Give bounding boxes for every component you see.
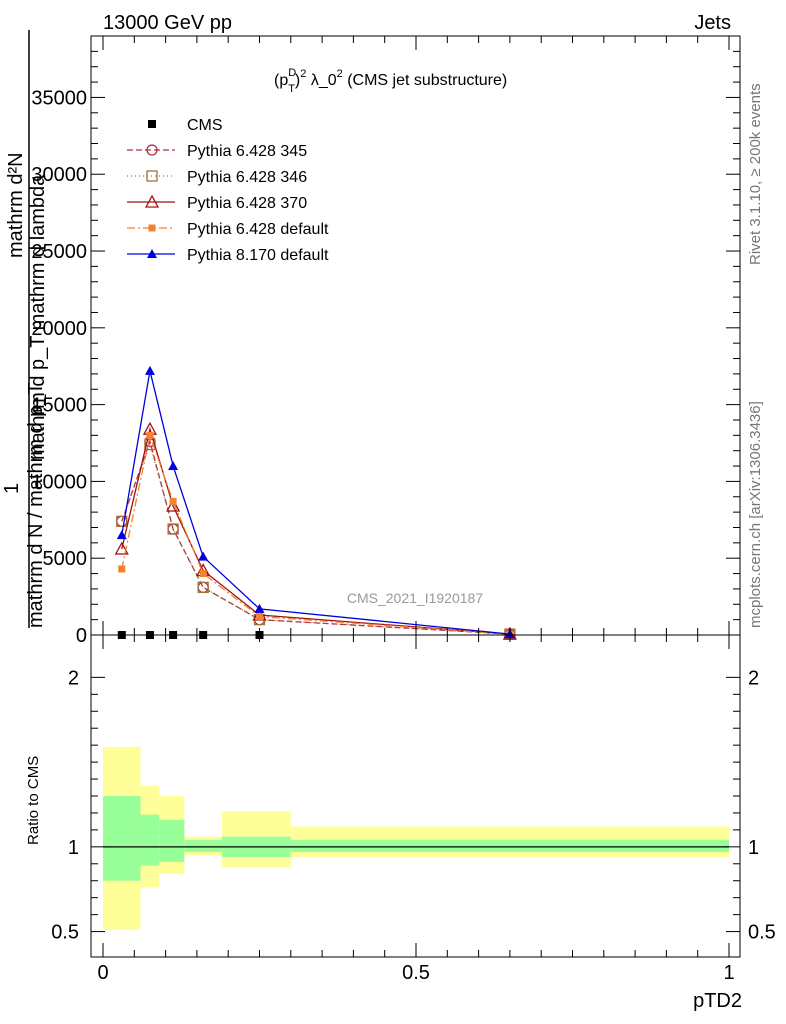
- data-point: [146, 431, 154, 439]
- header-right: Jets: [694, 12, 731, 34]
- title-tail: (CMS jet substructure): [343, 72, 507, 89]
- data-point: [148, 224, 156, 232]
- data-point: [146, 170, 158, 182]
- data-point: [256, 613, 263, 621]
- ratio-y-tick-label: 1: [68, 837, 79, 859]
- main-y-tick-label: 5000: [43, 548, 88, 570]
- x-tick-label: 1: [723, 962, 734, 984]
- data-point: [116, 515, 128, 527]
- data-point: [167, 523, 179, 535]
- ylabel-prefix: 1: [1, 483, 23, 494]
- ratio-green-band: [140, 814, 160, 866]
- series-1: [116, 435, 516, 640]
- data-point: [118, 565, 126, 573]
- chart-title: (pD T)2 λ_02 (CMS jet substructure): [274, 67, 507, 95]
- ratio-y-label: Ratio to CMS: [25, 756, 42, 845]
- main-y-tick-label: 30000: [31, 164, 87, 186]
- ratio-y-tick-label-right: 2: [748, 667, 759, 689]
- data-point: [116, 530, 127, 540]
- title-base: (p: [274, 72, 288, 89]
- data-point: [148, 120, 156, 128]
- main-y-tick-label: 0: [76, 625, 87, 647]
- legend-label: Pythia 6.428 default: [187, 221, 329, 238]
- svg-text:(pDT)2 λ_02 (CMS jet substruct: (pD T)2 λ_02 (CMS jet substructure): [274, 67, 507, 95]
- ratio-green-band: [159, 819, 185, 863]
- main-y-tick-label: 10000: [31, 471, 87, 493]
- title-sup: D: [288, 67, 296, 79]
- series-line: [121, 439, 510, 635]
- legend-label: Pythia 6.428 346: [187, 169, 307, 186]
- ratio-panel: 0.5 0.51 12 2 0 0.5 1 Ratio to CMS pTD2: [25, 634, 776, 1012]
- main-x-ticks: [102, 36, 730, 635]
- legend-label: Pythia 6.428 370: [187, 195, 307, 212]
- data-point: [169, 497, 177, 505]
- ylabel-numerator-2: mathrm d p_T mathrm d lambda: [27, 174, 49, 460]
- ratio-green-band: [103, 796, 141, 881]
- title-rest: λ_0: [306, 72, 336, 89]
- title-pow: 2: [300, 68, 306, 80]
- legend-label: CMS: [187, 117, 223, 134]
- main-y-label: mathrm d²N mathrm d p_T mathrm d lambda …: [1, 30, 49, 628]
- main-y-tick-label: 15000: [31, 395, 87, 417]
- ratio-y-tick-label-right: 1: [748, 837, 759, 859]
- title-sub: T: [288, 83, 295, 95]
- title-close: ): [295, 72, 300, 89]
- legend-entry: Pythia 6.428 346: [127, 169, 307, 186]
- series-3: [114, 421, 517, 640]
- x-tick-label: 0: [97, 962, 108, 984]
- legend-label: Pythia 8.170 default: [187, 247, 329, 264]
- ratio-y-ticks: 0.5 0.5 1 1 2 2: [51, 667, 776, 943]
- data-point: [147, 249, 157, 258]
- ratio-y-tick-label-right: 0.5: [748, 922, 776, 944]
- legend-entry: CMS: [148, 117, 223, 134]
- main-panel: 0 5000 10000 15000 20000 25000 30000 35000 CMS_…: [1, 30, 741, 647]
- legend-label: Pythia 6.428 345: [187, 143, 307, 160]
- ratio-green-band: [290, 840, 729, 852]
- mcplots-label: mcplots.cern.ch [arXiv:1306.3436]: [747, 401, 764, 628]
- legend-entry: Pythia 6.428 370: [127, 194, 307, 212]
- header-left: 13000 GeV pp: [103, 12, 232, 34]
- series-5: [116, 365, 515, 639]
- ratio-bands: [103, 746, 729, 930]
- ylabel-numerator: mathrm d²N: [5, 152, 27, 258]
- watermark: CMS_2021_I1920187: [347, 590, 483, 606]
- ratio-x-ticks: 0 0.5 1: [97, 635, 735, 984]
- data-point: [168, 461, 179, 471]
- series-line: [121, 370, 510, 635]
- main-y-tick-label: 20000: [31, 318, 87, 340]
- main-y-ticks: 0 5000 10000 15000 20000 25000 30000 35000: [31, 35, 740, 647]
- ratio-green-band: [184, 840, 222, 852]
- legend-entry: Pythia 6.428 345: [127, 143, 307, 160]
- legend-entry: Pythia 6.428 default: [127, 221, 329, 238]
- ratio-y-tick-label: 0.5: [51, 922, 79, 944]
- x-axis-label: pTD2: [693, 990, 742, 1012]
- data-point: [144, 194, 160, 208]
- main-y-tick-label: 25000: [31, 241, 87, 263]
- main-series-group: [114, 365, 517, 640]
- data-point: [254, 603, 265, 613]
- series-line: [121, 432, 510, 635]
- data-point: [197, 581, 209, 594]
- legend: CMS Pythia 6.428 345 Pythia 6.428 346 Pythi…: [127, 117, 329, 264]
- title-rest-pow: 2: [337, 68, 343, 80]
- series-4: [118, 431, 514, 638]
- data-point: [146, 144, 158, 156]
- data-point: [114, 541, 129, 555]
- ylabel-denominator: mathrm d N / mathrm d p_T: [25, 382, 47, 628]
- data-point: [198, 551, 209, 561]
- data-point: [166, 498, 181, 512]
- data-point: [144, 365, 155, 375]
- data-point: [199, 570, 207, 578]
- rivet-label: Rivet 3.1.10, ≥ 200k events: [747, 83, 764, 265]
- legend-entry: Pythia 8.170 default: [127, 247, 329, 264]
- ratio-y-tick-label: 2: [68, 667, 79, 689]
- x-tick-label: 0.5: [402, 962, 430, 984]
- main-y-tick-label: 35000: [31, 87, 87, 109]
- ratio-frame: [90, 634, 741, 958]
- data-point: [197, 581, 209, 594]
